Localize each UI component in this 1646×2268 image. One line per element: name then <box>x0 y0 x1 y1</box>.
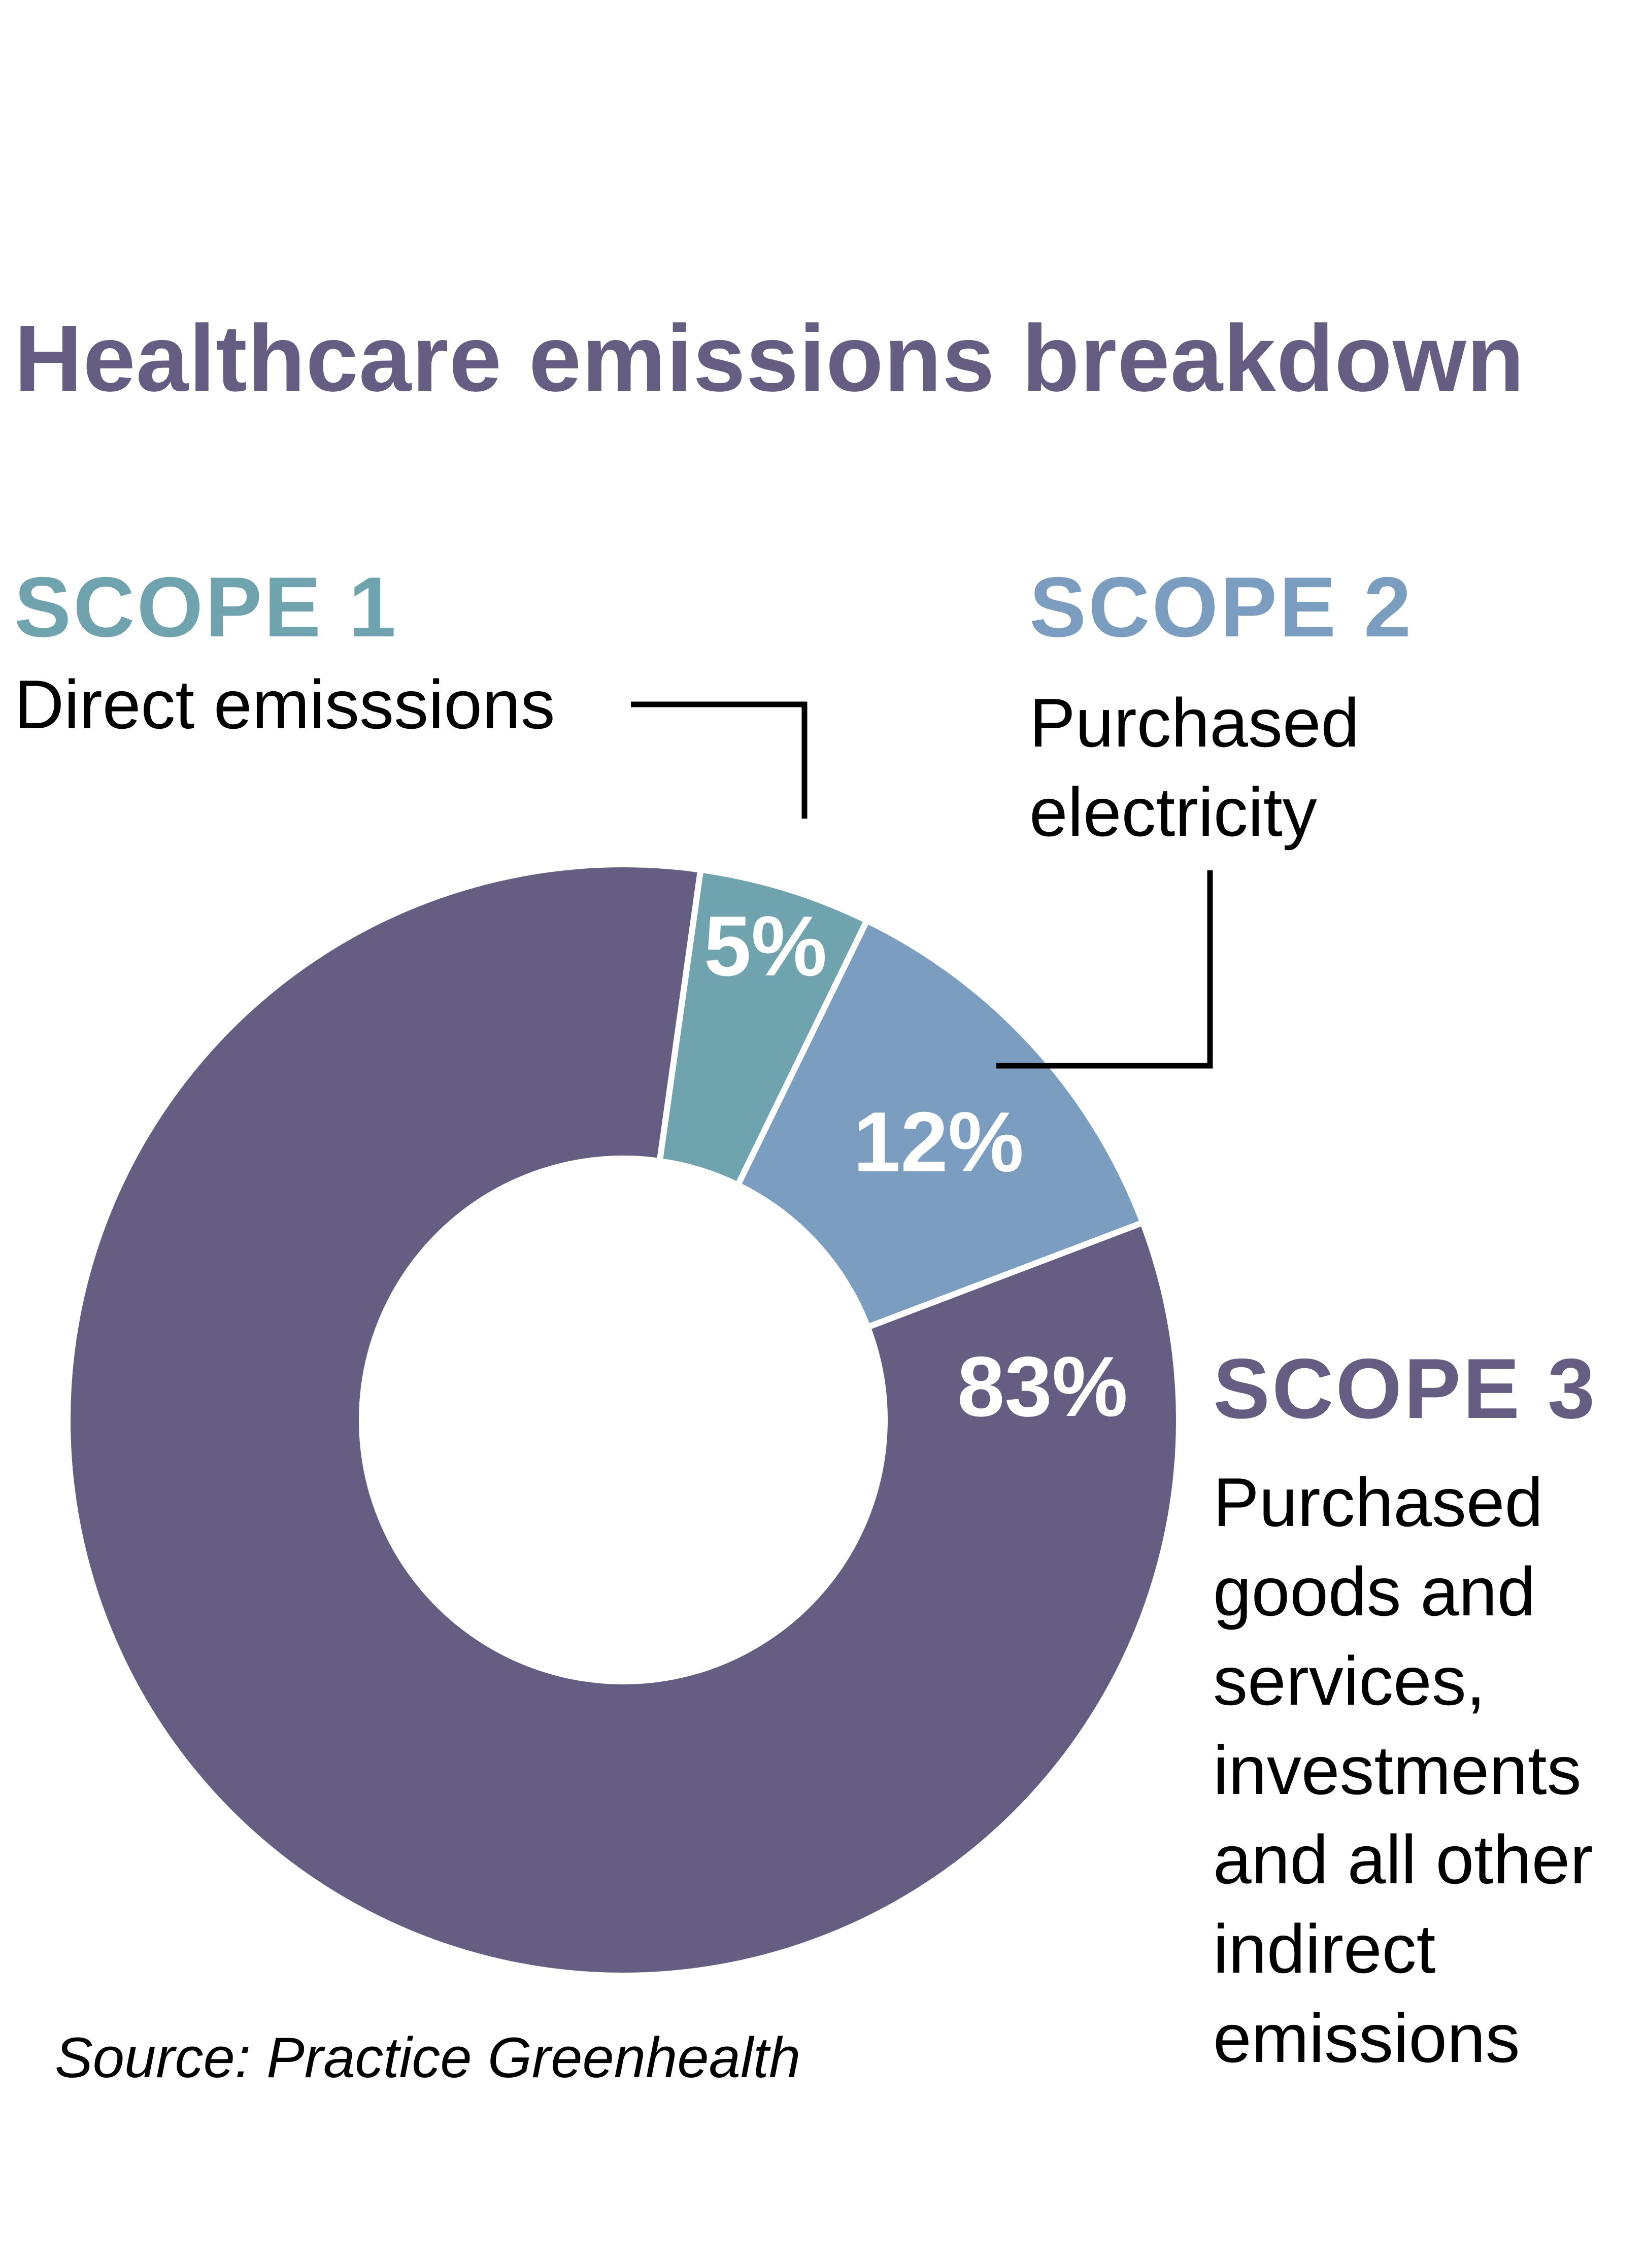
donut-slice-scope-2 <box>733 916 1147 1331</box>
scope-2-value-label: 12% <box>853 1094 1024 1190</box>
desc-line: Purchased <box>1029 684 1360 761</box>
desc-line: Purchased <box>1213 1464 1543 1541</box>
scope-1-leader-line <box>631 701 808 819</box>
desc-line: electricity <box>1029 773 1317 851</box>
chart-title: Healthcare emissions breakdown <box>14 306 1525 411</box>
desc-line: services, <box>1213 1642 1486 1719</box>
scope-1-description: Direct emisssions <box>14 666 555 743</box>
desc-line: goods and <box>1213 1553 1536 1630</box>
desc-line: emissions <box>1213 2000 1520 2077</box>
scope-1-label: SCOPE 1 <box>14 559 398 655</box>
desc-line: and all other <box>1213 1821 1593 1898</box>
scope-3-label: SCOPE 3 <box>1213 1341 1597 1436</box>
scope-2-leader-line <box>996 870 1213 1069</box>
donut-slice-scope-3 <box>64 861 1182 1979</box>
scope-1-value-label: 5% <box>704 898 827 994</box>
scope-3-description: Purchased goods and services, investment… <box>1213 1458 1593 2083</box>
scope-3-value-label: 83% <box>957 1339 1128 1434</box>
scope-2-description: Purchased electricity <box>1029 678 1359 857</box>
scope-2-label: SCOPE 2 <box>1029 559 1414 655</box>
source-note: Source: Practice Greenhealth <box>55 2026 801 2089</box>
desc-line: indirect <box>1213 1910 1436 1987</box>
desc-line: investments <box>1213 1732 1582 1809</box>
